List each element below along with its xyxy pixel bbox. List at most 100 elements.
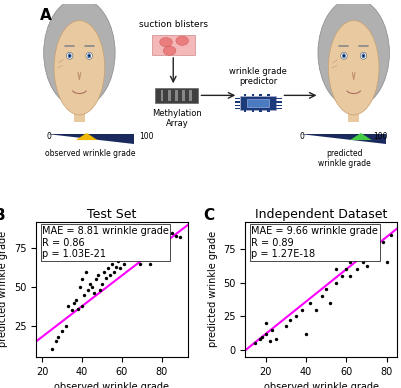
Text: observed wrinkle grade: observed wrinkle grade <box>45 149 136 158</box>
Polygon shape <box>76 133 97 140</box>
Point <box>272 336 279 343</box>
Bar <box>240 96 276 110</box>
Bar <box>182 90 185 101</box>
Ellipse shape <box>67 52 73 59</box>
Point <box>256 336 263 343</box>
Bar <box>152 35 195 55</box>
Point <box>79 303 85 309</box>
Text: 100: 100 <box>373 132 388 141</box>
Point <box>71 300 77 306</box>
Point <box>97 287 103 293</box>
Bar <box>244 110 247 113</box>
Point <box>139 248 145 255</box>
Point <box>319 293 325 299</box>
Point <box>367 255 374 262</box>
Point <box>153 250 159 256</box>
Point <box>353 266 360 272</box>
Point <box>347 273 354 279</box>
Point <box>69 307 75 314</box>
Point <box>65 303 71 309</box>
Point <box>103 275 109 281</box>
Point <box>149 256 155 262</box>
Point <box>137 261 143 267</box>
Ellipse shape <box>54 21 105 115</box>
Bar <box>247 99 269 107</box>
Ellipse shape <box>69 55 71 57</box>
Ellipse shape <box>86 52 92 59</box>
Point <box>347 259 354 265</box>
Bar <box>276 105 282 106</box>
Bar <box>235 108 240 109</box>
Bar <box>74 104 85 122</box>
Point <box>109 261 115 267</box>
Point <box>87 281 93 287</box>
Point <box>117 265 123 272</box>
Text: wrinkle grade
predictor: wrinkle grade predictor <box>229 67 287 86</box>
Point <box>95 272 101 278</box>
Point <box>105 265 111 272</box>
Y-axis label: predicted wrinkle grade: predicted wrinkle grade <box>208 231 218 348</box>
Text: A: A <box>40 8 51 23</box>
Point <box>121 261 127 267</box>
Point <box>162 237 169 244</box>
Point <box>133 250 139 256</box>
Point <box>127 251 133 258</box>
Ellipse shape <box>328 21 379 115</box>
Point <box>343 266 350 272</box>
Point <box>75 306 81 312</box>
Point <box>262 320 269 326</box>
Bar <box>251 94 255 96</box>
Ellipse shape <box>360 52 367 59</box>
Point <box>79 276 85 282</box>
Polygon shape <box>300 134 386 144</box>
Point <box>111 268 117 275</box>
Point <box>359 259 366 265</box>
Point <box>59 327 65 334</box>
Point <box>374 253 380 259</box>
Ellipse shape <box>361 53 365 58</box>
Point <box>262 331 269 337</box>
Title: Independent Dataset: Independent Dataset <box>255 208 387 221</box>
Text: MAE = 8.81 wrinkle grade
R = 0.86
p = 1.03E-21: MAE = 8.81 wrinkle grade R = 0.86 p = 1.… <box>42 226 169 259</box>
Point <box>141 241 147 247</box>
Point <box>135 245 141 251</box>
Ellipse shape <box>68 53 72 58</box>
Point <box>73 296 79 303</box>
Point <box>151 245 157 251</box>
Bar <box>276 98 282 99</box>
Bar <box>251 110 255 113</box>
Bar <box>155 88 198 103</box>
Point <box>388 232 394 239</box>
Point <box>99 281 105 287</box>
Point <box>131 247 137 253</box>
Point <box>123 256 129 262</box>
Bar <box>259 94 262 96</box>
Point <box>168 230 175 236</box>
Point <box>113 264 119 270</box>
Point <box>107 272 113 278</box>
Point <box>129 253 135 259</box>
Point <box>252 340 259 346</box>
Bar <box>168 90 171 101</box>
Point <box>293 314 299 320</box>
Bar <box>190 90 192 101</box>
Point <box>363 263 370 270</box>
Point <box>89 284 95 290</box>
Point <box>313 307 319 313</box>
Text: 0: 0 <box>47 132 52 141</box>
Bar <box>259 110 262 113</box>
Polygon shape <box>350 133 372 140</box>
Bar <box>267 94 270 96</box>
Text: suction blisters: suction blisters <box>139 21 208 29</box>
Point <box>299 307 305 313</box>
Text: Methylation
Array: Methylation Array <box>152 109 202 128</box>
Point <box>55 334 61 340</box>
Title: Test Set: Test Set <box>87 208 137 221</box>
Ellipse shape <box>176 36 188 45</box>
Point <box>283 323 289 329</box>
Point <box>176 234 183 241</box>
Point <box>333 280 340 286</box>
Point <box>85 287 91 293</box>
Point <box>303 331 309 337</box>
Point <box>333 266 340 272</box>
